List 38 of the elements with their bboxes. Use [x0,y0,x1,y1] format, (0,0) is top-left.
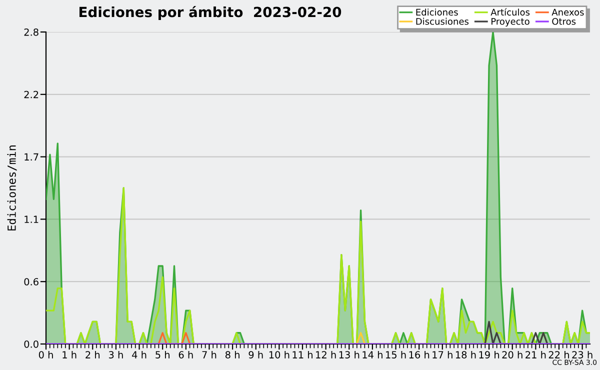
x-tick-label: 15 h [386,350,406,358]
x-tick-label: 6 h [178,350,193,358]
x-tick-label: 11 h [292,350,312,358]
x-tick-label: 2 h [86,350,100,358]
legend-label: Otros [552,18,576,25]
x-tick-label: 21 h [526,350,546,358]
legend-label: Discusiones [416,18,469,25]
x-tick-label: 20 h [502,350,522,358]
legend-label: Artículos [490,8,530,16]
x-tick-label: 22 h [548,350,569,358]
x-tick-label: 18 h [456,350,476,358]
y-tick-label: 2.8 [24,28,38,36]
y-tick-label: 1.7 [24,153,38,160]
x-tick-label: 17 h [432,350,452,358]
x-tick-label: 4 h [132,350,146,358]
x-tick-label: 1 h [62,350,76,358]
x-tick-label: 8 h [225,350,240,358]
x-tick-label: 7 h [202,350,216,358]
x-tick-label: 12 h [316,350,336,358]
y-tick-label: 1.1 [24,216,38,223]
y-tick-label: 0.0 [24,340,38,348]
x-tick-label: 0 h [38,350,53,358]
legend-label: Anexos [552,8,584,16]
legend-label: Proyecto [492,18,530,27]
x-tick-label: 16 h [409,350,430,358]
x-tick-label: 5 h [156,350,170,358]
y-tick-label: 2.2 [24,90,38,98]
y-axis-title: Ediciones/min [7,146,17,230]
x-tick-label: 10 h [269,350,290,358]
x-tick-label: 23 h [572,350,592,358]
y-tick-label: 0.6 [24,278,38,286]
x-tick-label: 14 h [362,350,382,358]
chart-title: Ediciones por ámbito 2023-02-20 [80,6,342,20]
x-tick-label: 9 h [248,350,263,358]
x-tick-label: 3 h [108,350,123,358]
x-tick-label: 19 h [479,350,500,358]
legend-label: Ediciones [416,8,458,16]
x-tick-label: 13 h [339,350,360,358]
